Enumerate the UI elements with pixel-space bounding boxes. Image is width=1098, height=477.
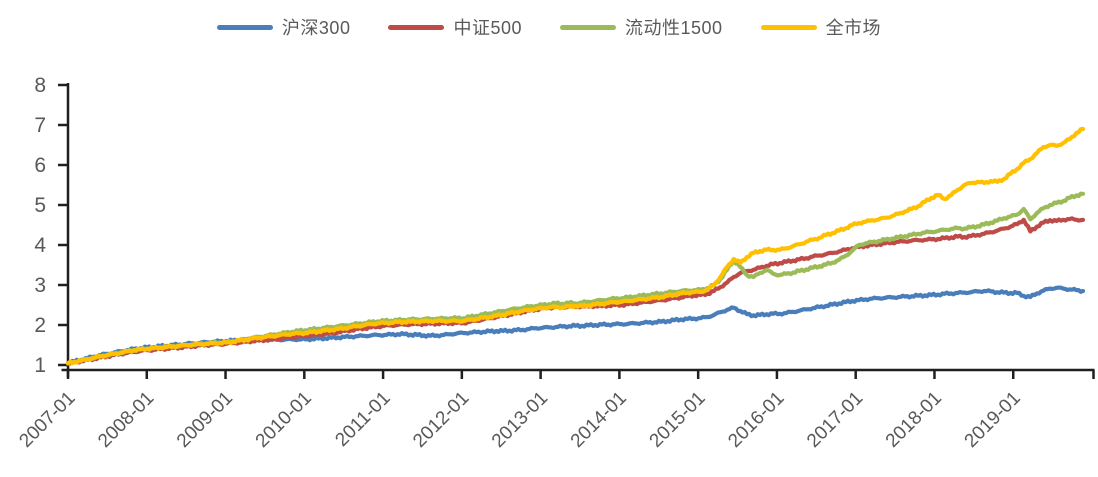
series-line-liquidity1500 xyxy=(65,191,1086,366)
x-axis-tick-label: 2008-01 xyxy=(94,388,158,452)
legend-line-swatch-zz500 xyxy=(388,24,445,30)
series-line-hs300 xyxy=(65,285,1086,366)
y-axis-tick-label: 6 xyxy=(34,154,46,177)
x-axis-tick-label: 2018-01 xyxy=(882,388,946,452)
legend-line-swatch-liquidity1500 xyxy=(560,24,617,30)
legend-line-swatch-whole-market xyxy=(760,24,817,30)
chart-legend: 沪深300 中证500 流动性1500 全市场 xyxy=(0,14,1098,40)
y-axis-tick-label: 8 xyxy=(34,74,46,97)
x-axis-tick-label: 2016-01 xyxy=(724,388,788,452)
y-axis-tick-label: 1 xyxy=(34,354,46,377)
x-axis-tick-label: 2007-01 xyxy=(15,388,79,452)
x-axis-tick-label: 2012-01 xyxy=(409,388,473,452)
x-axis-tick-label: 2017-01 xyxy=(803,388,867,452)
legend-item-zz500: 中证500 xyxy=(388,14,522,40)
y-axis-tick-label: 4 xyxy=(34,234,46,257)
y-axis-tick-label: 5 xyxy=(34,194,46,217)
y-axis-tick-label: 7 xyxy=(34,114,46,137)
x-axis-tick-label: 2019-01 xyxy=(961,388,1025,452)
legend-label-liquidity1500: 流动性1500 xyxy=(625,18,723,38)
series-line-whole-market xyxy=(65,126,1086,366)
y-axis-tick-label: 3 xyxy=(34,274,46,297)
x-axis-tick-label: 2009-01 xyxy=(173,388,237,452)
x-axis-tick-label: 2010-01 xyxy=(252,388,316,452)
legend-line-swatch-hs300 xyxy=(216,24,273,30)
x-axis-tick-label: 2013-01 xyxy=(488,388,552,452)
legend-label-hs300: 沪深300 xyxy=(281,18,351,38)
legend-item-hs300: 沪深300 xyxy=(216,14,351,40)
x-axis-tick-label: 2011-01 xyxy=(331,388,394,451)
y-axis-tick-label: 2 xyxy=(34,314,46,337)
legend-item-whole-market: 全市场 xyxy=(760,14,882,40)
legend-label-whole-market: 全市场 xyxy=(825,18,882,38)
legend-item-liquidity1500: 流动性1500 xyxy=(560,14,723,40)
legend-label-zz500: 中证500 xyxy=(453,18,523,38)
x-axis-tick-label: 2015-01 xyxy=(646,388,710,452)
x-axis-tick-label: 2014-01 xyxy=(567,388,631,452)
